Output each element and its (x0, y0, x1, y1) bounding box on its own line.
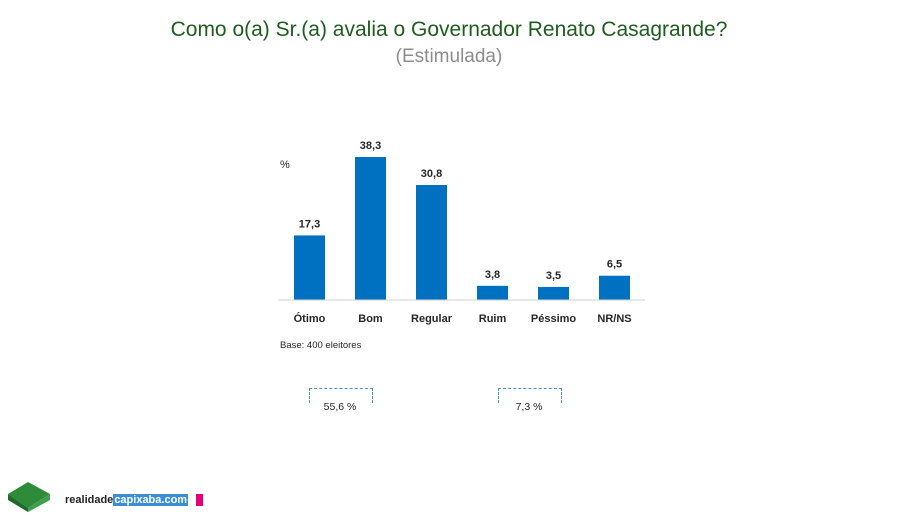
group-bracket-positive (309, 388, 373, 403)
bar-value-label: 3,8 (485, 269, 500, 281)
category-label: NR/NS (597, 313, 631, 325)
bar-0 (294, 235, 325, 300)
group-label-positive: 55,6 % (323, 401, 357, 413)
category-label: Péssimo (531, 313, 577, 325)
bar-value-label: 30,8 (421, 168, 442, 180)
bar-value-label: 38,3 (360, 140, 381, 152)
category-label: Bom (358, 313, 383, 325)
group-bracket-negative (498, 388, 562, 403)
chart-subtitle: (Estimulada) (395, 46, 503, 67)
bar-5 (599, 275, 630, 300)
bar-value-label: 6,5 (607, 259, 622, 271)
category-label: Ótimo (294, 312, 326, 325)
base-note: Base: 400 eleitores (280, 340, 362, 351)
bar-1 (355, 157, 386, 300)
bar-value-label: 3,5 (546, 270, 561, 282)
brand-logo: realidade capixaba.com (65, 494, 204, 506)
group-label-negative: 7,3 % (515, 401, 543, 413)
bar-4 (538, 286, 569, 300)
category-label: Regular (411, 313, 453, 325)
logo-icon (8, 482, 50, 512)
brand-highlight: capixaba.com (113, 494, 189, 506)
bar-3 (477, 285, 508, 300)
y-unit-label: % (280, 159, 290, 171)
chart-title: Como o(a) Sr.(a) avalia o Governador Ren… (170, 18, 728, 41)
brand-prefix: realidade (65, 494, 114, 506)
brand-square (196, 494, 204, 506)
bar-2 (416, 185, 447, 300)
bar-value-label: 17,3 (299, 218, 320, 230)
category-label: Ruim (479, 313, 507, 325)
